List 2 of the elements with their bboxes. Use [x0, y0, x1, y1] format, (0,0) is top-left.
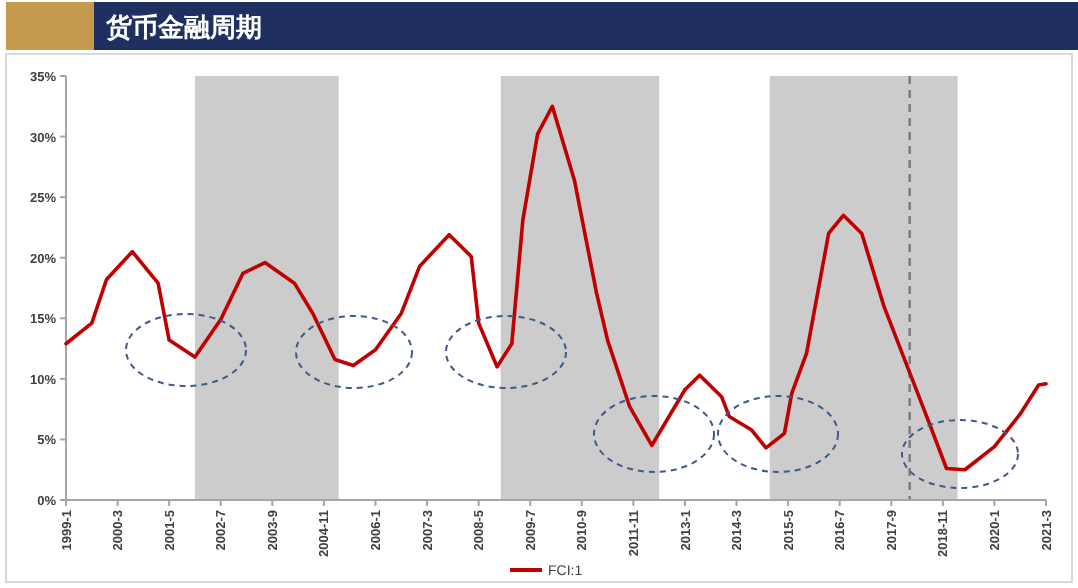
line-series	[64, 104, 1048, 472]
chart-title: 货币金融周期	[104, 12, 262, 44]
